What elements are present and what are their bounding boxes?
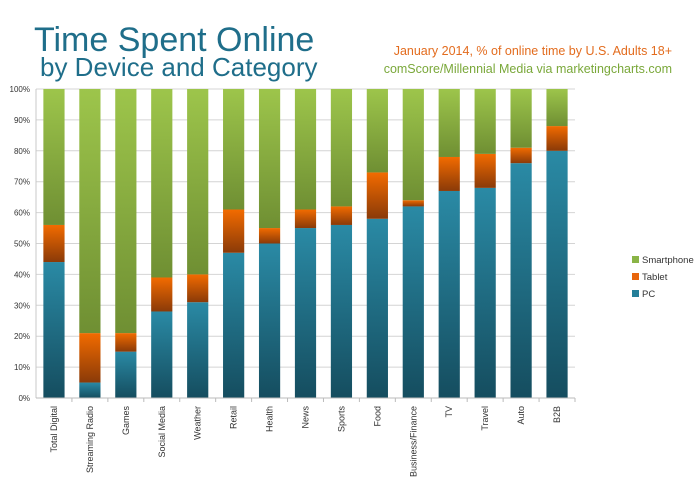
bar-tablet-business-finance (402, 200, 424, 207)
chart-subtitle: January 2014, % of online time by U.S. A… (393, 44, 672, 58)
chart-source: comScore/Millennial Media via marketingc… (383, 62, 672, 76)
legend-swatch-tablet (632, 273, 639, 280)
bar-tablet-travel (474, 153, 496, 188)
bar-tablet-games (115, 333, 137, 352)
bar-tablet-total-digital (43, 224, 65, 263)
x-tick-label: Food (372, 406, 382, 427)
bar-smartphone-b2b (546, 89, 568, 127)
y-tick-label: 10% (14, 363, 30, 372)
y-tick-label: 50% (14, 240, 30, 249)
bar-tablet-news (294, 209, 317, 229)
y-tick-label: 70% (14, 178, 30, 187)
bar-smartphone-food (366, 89, 388, 173)
x-tick-label: Auto (516, 406, 526, 425)
bar-pc-health (258, 243, 281, 398)
bar-pc-food (366, 218, 388, 398)
bar-pc-b2b (546, 150, 568, 398)
bar-smartphone-auto (510, 89, 532, 148)
bar-smartphone-news (294, 89, 317, 210)
bar-pc-weather (187, 302, 209, 398)
bar-tablet-food (366, 172, 388, 219)
bar-pc-travel (474, 187, 496, 398)
bar-smartphone-travel (474, 89, 496, 154)
bar-pc-total-digital (43, 262, 65, 398)
bar-tablet-tv (438, 156, 460, 191)
bar-smartphone-social-media (151, 89, 173, 278)
bar-smartphone-business-finance (402, 89, 424, 201)
bar-tablet-health (258, 228, 281, 244)
bar-pc-retail (223, 252, 245, 398)
x-tick-label: TV (444, 406, 454, 418)
bar-tablet-streaming-radio (79, 333, 101, 383)
y-tick-label: 90% (14, 116, 30, 125)
chart-title-line2: by Device and Category (40, 52, 318, 82)
bar-pc-tv (438, 190, 460, 398)
y-tick-label: 20% (14, 332, 30, 341)
bar-pc-auto (510, 163, 532, 398)
bar-pc-sports (330, 224, 353, 398)
x-tick-label: Business/Finance (408, 406, 418, 477)
x-tick-label: Games (121, 406, 131, 436)
bar-smartphone-total-digital (43, 89, 65, 225)
bar-smartphone-sports (330, 89, 353, 207)
bar-pc-streaming-radio (79, 382, 101, 398)
y-tick-label: 80% (14, 147, 30, 156)
bar-smartphone-retail (223, 89, 245, 210)
bar-smartphone-streaming-radio (79, 89, 101, 334)
bar-smartphone-weather (187, 89, 209, 275)
bar-tablet-auto (510, 147, 532, 164)
y-tick-label: 60% (14, 209, 30, 218)
x-tick-label: Total Digital (49, 406, 59, 453)
bar-smartphone-health (258, 89, 281, 229)
bar-tablet-sports (330, 206, 353, 225)
bar-tablet-retail (223, 209, 245, 253)
x-tick-label: Weather (193, 406, 203, 440)
y-tick-label: 100% (10, 85, 30, 94)
bar-tablet-weather (187, 274, 209, 303)
bar-smartphone-games (115, 89, 137, 334)
y-tick-label: 0% (18, 394, 30, 403)
x-tick-label: News (301, 406, 311, 429)
legend-swatch-smartphone (632, 256, 639, 263)
legend-swatch-pc (632, 290, 639, 297)
legend-label-pc: PC (642, 289, 655, 300)
bar-pc-social-media (151, 311, 173, 398)
bar-pc-business-finance (402, 206, 424, 398)
legend-label-smartphone: Smartphone (642, 255, 694, 266)
x-tick-label: Social Media (157, 406, 167, 458)
bar-pc-news (294, 228, 317, 398)
bar-smartphone-tv (438, 89, 460, 157)
bar-tablet-social-media (151, 277, 173, 312)
x-tick-label: Health (265, 406, 275, 432)
chart-title: Time Spent Online (34, 21, 315, 59)
x-tick-label: Retail (229, 406, 239, 429)
x-tick-label: B2B (552, 406, 562, 423)
x-tick-label: Sports (336, 406, 346, 433)
bar-tablet-b2b (546, 126, 568, 151)
legend-label-tablet: Tablet (642, 272, 668, 283)
bar-pc-games (115, 351, 137, 398)
y-tick-label: 30% (14, 301, 30, 310)
x-tick-label: Streaming Radio (85, 406, 95, 473)
x-tick-label: Travel (480, 406, 490, 431)
y-tick-label: 40% (14, 270, 30, 279)
